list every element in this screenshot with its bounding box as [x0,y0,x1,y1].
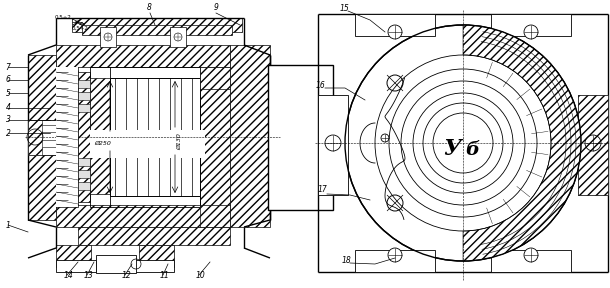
Bar [578,95,608,195]
Wedge shape [463,25,581,261]
Bar [139,245,174,267]
Bar [491,250,571,272]
Text: б: б [465,141,479,159]
Bar [78,227,230,245]
Bar [78,72,90,202]
Bar [110,78,200,196]
Text: 13: 13 [84,271,94,280]
Bar [56,260,96,272]
Bar [268,65,333,210]
Circle shape [388,25,402,39]
Text: Ø250: Ø250 [94,141,111,146]
Bar [355,14,435,36]
Bar [78,170,90,178]
Bar [200,67,230,89]
Bar [134,260,174,272]
Bar [270,70,330,205]
Bar [355,250,435,272]
Text: Ø130: Ø130 [177,133,182,150]
Text: 15: 15 [340,4,350,13]
Text: 4: 4 [5,103,10,113]
Text: 0,5÷2: 0,5÷2 [55,15,72,20]
Bar [78,80,90,88]
Bar [230,45,270,227]
Bar [56,67,78,207]
Text: 16: 16 [316,81,326,90]
Text: 0,5÷2: 0,5÷2 [72,26,89,31]
Bar [90,130,205,158]
Text: 17: 17 [318,185,328,194]
Circle shape [388,248,402,262]
Bar [78,92,90,100]
Text: 12: 12 [122,271,132,280]
Text: 8: 8 [147,3,152,12]
Bar [318,95,348,195]
Circle shape [524,248,538,262]
Text: 3: 3 [5,115,10,124]
Bar [200,205,230,227]
Text: 11: 11 [160,271,170,280]
Text: 1: 1 [5,221,10,230]
Bar [28,55,56,220]
Bar [578,95,608,195]
Bar [56,67,78,207]
Bar [90,142,110,194]
Circle shape [345,25,581,261]
Bar [78,182,90,190]
Text: 2: 2 [5,128,10,137]
Bar [28,120,42,155]
Bar [78,158,90,166]
Bar [170,27,186,47]
Text: 18: 18 [342,256,352,265]
Bar [56,245,91,267]
Bar [72,18,242,32]
Text: У: У [443,138,461,160]
Bar [82,25,232,35]
Text: 9: 9 [214,3,219,12]
Bar [96,255,136,273]
Text: 5: 5 [5,88,10,98]
Bar [200,67,230,207]
Text: 14: 14 [64,271,74,280]
Text: 10: 10 [196,271,206,280]
Text: 7: 7 [5,62,10,71]
Circle shape [524,25,538,39]
Bar [78,104,90,112]
Text: 6: 6 [5,75,10,84]
Bar [56,205,230,227]
Bar [28,120,56,155]
Bar [491,14,571,36]
Bar [90,78,110,130]
Bar [56,45,230,67]
Bar [100,27,116,47]
